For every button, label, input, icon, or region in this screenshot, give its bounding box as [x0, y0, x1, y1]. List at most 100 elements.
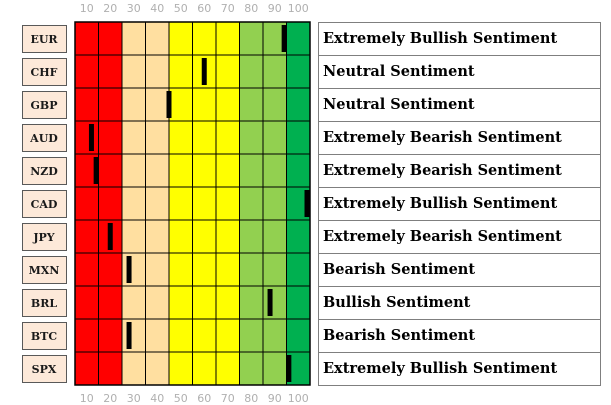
heatmap-cell [215, 153, 240, 188]
heatmap-cell [192, 87, 217, 122]
heatmap-cell [286, 54, 311, 89]
heatmap-cell [239, 153, 264, 188]
heatmap-cell [74, 318, 99, 353]
heatmap-cell [262, 252, 287, 287]
x-tick-label-top: 10 [80, 2, 94, 15]
heatmap-cell [74, 21, 99, 56]
heatmap-cell [192, 186, 217, 221]
row-eur: EUR Extremely Bullish Sentiment [22, 21, 601, 56]
heatmap-cell [98, 54, 123, 89]
row-label-box [22, 322, 67, 350]
row-label: JPY [32, 231, 54, 244]
heatmap-cell [74, 186, 99, 221]
heatmap-cell [215, 120, 240, 155]
sentiment-marker [304, 190, 310, 217]
heatmap-cell [239, 285, 264, 320]
row-label: CHF [31, 66, 58, 79]
heatmap-cell [286, 219, 311, 254]
sentiment-marker [107, 223, 113, 250]
row-label-box [22, 58, 67, 86]
row-jpy: JPY Extremely Bearish Sentiment [22, 219, 601, 254]
heatmap-cell [145, 120, 170, 155]
x-tick-label-bottom: 40 [150, 392, 164, 405]
heatmap-cell [262, 153, 287, 188]
x-tick-label-bottom: 50 [174, 392, 188, 405]
heatmap-cell [168, 351, 193, 386]
heatmap-cell [215, 87, 240, 122]
heatmap-cell [168, 54, 193, 89]
heatmap-cell [98, 120, 123, 155]
x-tick-label-bottom: 90 [268, 392, 282, 405]
sentiment-box [318, 55, 601, 89]
heatmap-cell [262, 87, 287, 122]
heatmap-cell [239, 186, 264, 221]
heatmap-cell [168, 120, 193, 155]
heatmap-cell [98, 87, 123, 122]
heatmap-cell [239, 54, 264, 89]
row-label-box [22, 256, 67, 284]
sentiment-label: Extremely Bearish Sentiment [323, 162, 562, 179]
x-tick-label-top: 50 [174, 2, 188, 15]
heatmap-cell [145, 252, 170, 287]
heatmap-cell [215, 54, 240, 89]
x-tick-label-top: 90 [268, 2, 282, 15]
row-label-box [22, 223, 67, 251]
heatmap-cell [121, 318, 146, 353]
row-label: CAD [31, 198, 58, 211]
heatmap-cell [192, 252, 217, 287]
heatmap-cell [168, 219, 193, 254]
heatmap-cell [215, 285, 240, 320]
sentiment-box [318, 88, 601, 122]
sentiment-marker [126, 322, 132, 349]
heatmap-cell [239, 252, 264, 287]
sentiment-label: Bullish Sentiment [323, 294, 471, 311]
row-spx: SPX Extremely Bullish Sentiment [22, 351, 601, 386]
sentiment-label: Neutral Sentiment [323, 63, 475, 80]
heatmap-cell [145, 186, 170, 221]
heatmap-cell [192, 120, 217, 155]
row-label: GBP [31, 99, 58, 112]
sentiment-marker [267, 289, 273, 316]
heatmap-cell [168, 21, 193, 56]
row-label-box [22, 289, 67, 317]
sentiment-marker [201, 58, 207, 85]
heatmap-cell [168, 87, 193, 122]
sentiment-label: Extremely Bullish Sentiment [323, 360, 557, 377]
heatmap-cell [192, 351, 217, 386]
sentiment-label: Extremely Bullish Sentiment [323, 30, 557, 47]
x-tick-label-top: 60 [197, 2, 211, 15]
heatmap-cell [121, 285, 146, 320]
heatmap-cell [286, 153, 311, 188]
heatmap-cell [286, 318, 311, 353]
row-label-box [22, 25, 67, 53]
heatmap-cell [192, 285, 217, 320]
sentiment-label: Neutral Sentiment [323, 96, 475, 113]
heatmap-cell [145, 318, 170, 353]
heatmap-cell [286, 21, 311, 56]
x-tick-label-bottom: 20 [103, 392, 117, 405]
heatmap-cell [192, 21, 217, 56]
heatmap-cell [121, 54, 146, 89]
row-cad: CAD Extremely Bullish Sentiment [22, 186, 601, 221]
x-tick-label-top: 70 [221, 2, 235, 15]
heatmap-cell [239, 219, 264, 254]
heatmap-cell [145, 87, 170, 122]
heatmap-cell [262, 318, 287, 353]
row-label-box [22, 124, 67, 152]
sentiment-box [318, 22, 601, 56]
row-nzd: NZD Extremely Bearish Sentiment [22, 153, 601, 188]
row-label: EUR [30, 33, 58, 46]
heatmap-cell [286, 252, 311, 287]
sentiment-marker [93, 157, 99, 184]
heatmap-cell [121, 87, 146, 122]
heatmap-cell [262, 219, 287, 254]
sentiment-box [318, 352, 601, 386]
heatmap-cell [145, 351, 170, 386]
heatmap-cell [145, 153, 170, 188]
row-label: MXN [29, 264, 60, 277]
heatmap-cell [121, 153, 146, 188]
heatmap-cell [74, 54, 99, 89]
x-tick-label-top: 80 [244, 2, 258, 15]
heatmap-cell [121, 351, 146, 386]
